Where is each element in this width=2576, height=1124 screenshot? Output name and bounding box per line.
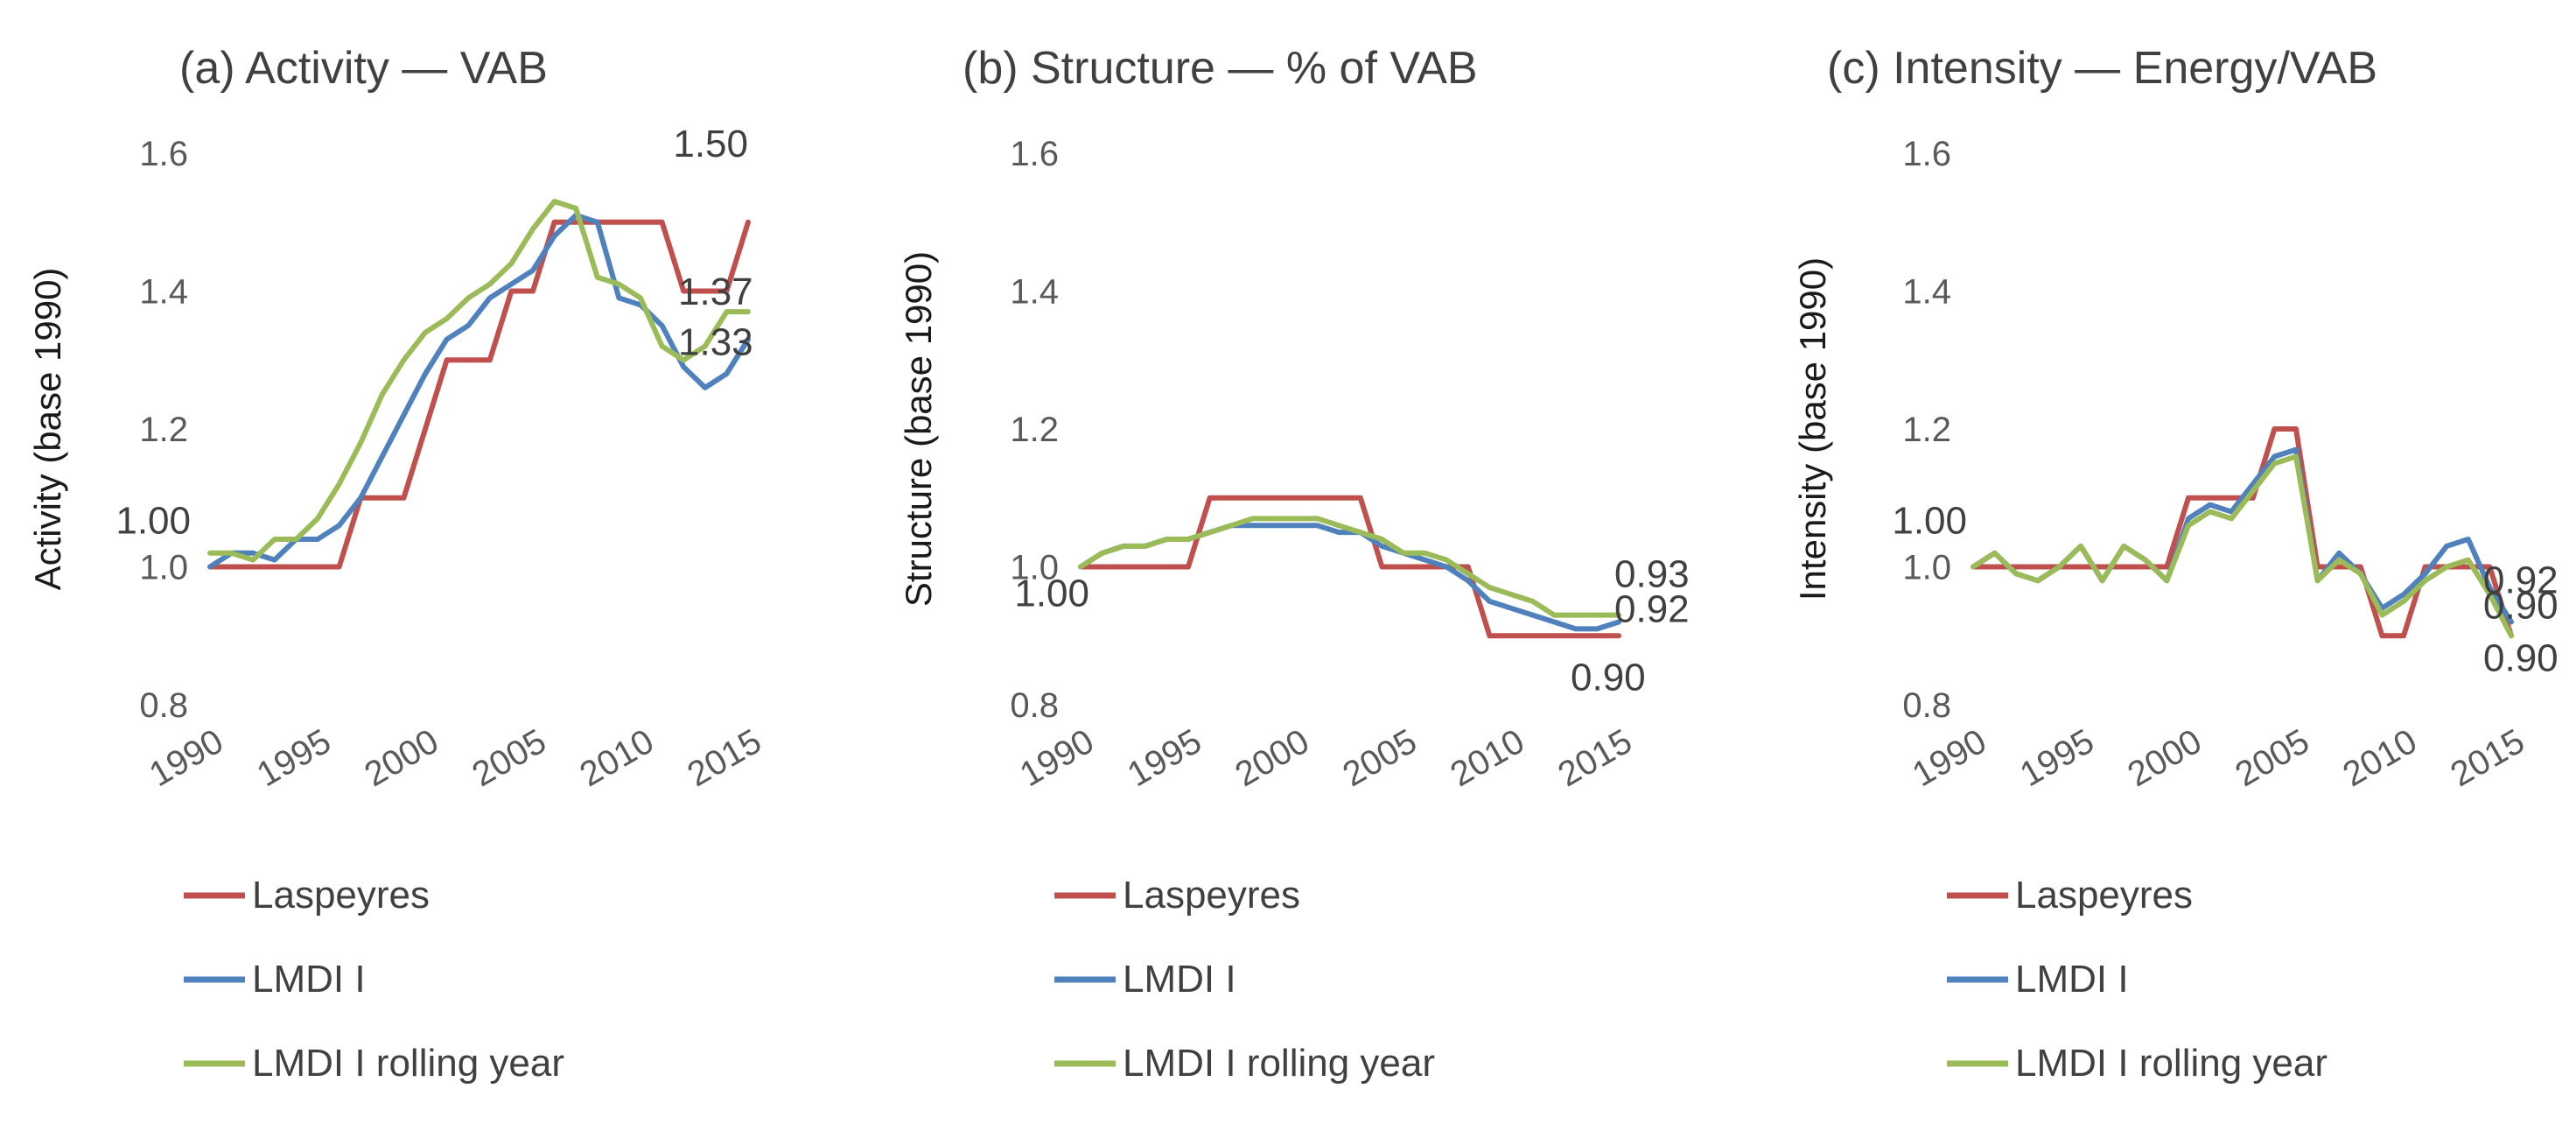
legend-entry: LMDI I rolling year xyxy=(2015,1042,2328,1085)
y-tick-label: 1.2 xyxy=(139,411,188,449)
x-tick-label: 2015 xyxy=(2444,722,2530,795)
data-label: 0.92 xyxy=(1614,588,1690,631)
data-label: 1.00 xyxy=(1892,500,1967,543)
series-line-lmdi-i xyxy=(1970,446,2514,625)
panel-intensity: (c) Intensity — Energy/VAB Intensity (bas… xyxy=(1792,43,2558,1085)
legend-entry: Laspeyres xyxy=(252,874,430,917)
y-tick-label: 1.0 xyxy=(139,549,188,587)
x-tick-label: 1990 xyxy=(1013,722,1100,795)
x-tick-label: 2000 xyxy=(1228,722,1315,795)
series-line-lmdi-i-rolling-year xyxy=(1970,453,2514,639)
y-tick-label: 0.8 xyxy=(139,686,188,725)
x-tick-label: 2010 xyxy=(2336,722,2423,795)
y-tick-label: 1.6 xyxy=(1010,135,1059,173)
y-tick-label: 1.6 xyxy=(1902,135,1951,173)
x-tick-label: 2005 xyxy=(2229,722,2315,795)
x-tick-label: 1990 xyxy=(143,722,229,795)
y-tick-label: 0.8 xyxy=(1010,686,1059,725)
data-label: 1.00 xyxy=(1014,573,1089,615)
y-tick-label: 1.4 xyxy=(1010,273,1059,312)
x-tick-label: 2015 xyxy=(1551,722,1638,795)
x-tick-label: 2005 xyxy=(1336,722,1423,795)
data-label: 1.33 xyxy=(678,321,753,364)
series-line-lmdi-i-rolling-year xyxy=(207,199,751,563)
data-label: 0.90 xyxy=(2483,636,2558,679)
x-tick-label: 2005 xyxy=(466,722,552,795)
data-label: 1.37 xyxy=(678,270,753,313)
x-tick-label: 2000 xyxy=(2121,722,2208,795)
data-label: 1.50 xyxy=(673,123,748,165)
data-label: 0.92 xyxy=(2483,559,2558,602)
legend-entry: LMDI I xyxy=(1123,958,1236,1001)
y-axis-label: Intensity (base 1990) xyxy=(1792,257,1833,601)
chart-title: (a) Activity — VAB xyxy=(179,43,548,94)
data-label: 0.90 xyxy=(2483,584,2558,627)
y-axis-label: Structure (base 1990) xyxy=(898,251,939,607)
legend-entry: Laspeyres xyxy=(2015,874,2193,917)
y-tick-label: 1.0 xyxy=(1902,549,1951,587)
x-tick-label: 1995 xyxy=(2013,722,2100,795)
y-tick-label: 1.6 xyxy=(139,135,188,173)
series-line-laspeyres xyxy=(1970,426,2514,639)
y-axis-label: Activity (base 1990) xyxy=(27,268,68,591)
y-tick-label: 1.2 xyxy=(1010,411,1059,449)
data-label: 1.00 xyxy=(116,500,191,543)
x-tick-label: 2010 xyxy=(573,722,660,795)
x-tick-label: 2015 xyxy=(681,722,767,795)
chart-title: (b) Structure — % of VAB xyxy=(962,43,1478,94)
y-tick-label: 1.4 xyxy=(1902,273,1951,312)
y-tick-label: 1.0 xyxy=(1010,549,1059,587)
y-tick-label: 0.8 xyxy=(1902,686,1951,725)
chart-title: (c) Intensity — Energy/VAB xyxy=(1827,43,2377,94)
x-tick-label: 2010 xyxy=(1444,722,1530,795)
y-tick-label: 1.4 xyxy=(139,273,188,312)
data-label: 0.93 xyxy=(1614,553,1690,596)
series-line-lmdi-i-rolling-year xyxy=(1078,516,1621,618)
legend-entry: LMDI I rolling year xyxy=(1123,1042,1435,1085)
series-line-lmdi-i xyxy=(207,212,751,570)
x-tick-label: 2000 xyxy=(358,722,444,795)
series-line-laspeyres xyxy=(1078,495,1621,639)
series-line-laspeyres xyxy=(207,219,751,570)
x-tick-label: 1990 xyxy=(1906,722,1992,795)
x-tick-label: 1995 xyxy=(250,722,337,795)
x-tick-label: 1995 xyxy=(1121,722,1208,795)
panel-activity: (a) Activity — VAB Activity (base 1990) 0.… xyxy=(27,43,768,1085)
legend-entry: Laspeyres xyxy=(1123,874,1300,917)
y-tick-label: 1.2 xyxy=(1902,411,1951,449)
data-label: 0.90 xyxy=(1571,656,1646,699)
legend-entry: LMDI I rolling year xyxy=(252,1042,564,1085)
legend-entry: LMDI I xyxy=(252,958,366,1001)
legend-entry: LMDI I xyxy=(2015,958,2129,1001)
panel-structure: (b) Structure — % of VAB Structure (base … xyxy=(898,43,1690,1085)
